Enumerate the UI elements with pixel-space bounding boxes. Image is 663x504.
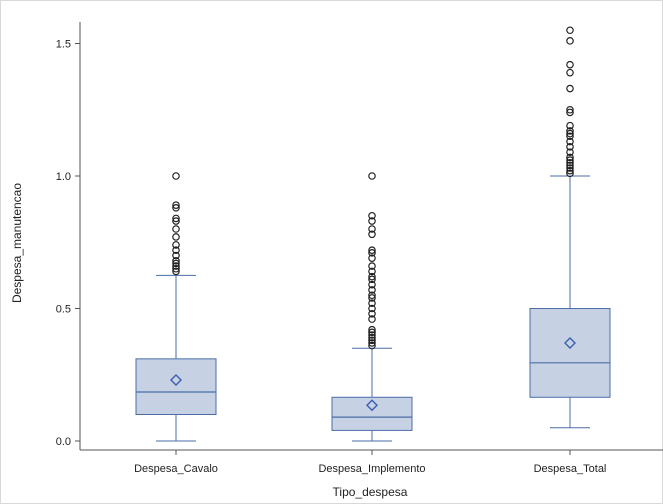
outlier-point — [368, 249, 376, 257]
x-axis-title: Tipo_despesa — [333, 485, 408, 499]
box-group — [529, 26, 611, 429]
outlier-point — [368, 291, 376, 300]
outlier-point — [566, 108, 574, 117]
outlier-point — [368, 225, 376, 233]
x-tick-label: Despesa_Cavalo — [134, 463, 218, 475]
y-axis: 0.0 0.5 1.0 1.5 — [56, 22, 81, 450]
outlier-point — [172, 251, 180, 260]
outlier-point — [566, 156, 574, 164]
outlier-point — [368, 267, 376, 276]
outlier-point — [566, 129, 574, 138]
outlier-point — [172, 259, 180, 268]
outlier-point — [566, 132, 574, 141]
y-tick-label: 1.5 — [56, 39, 71, 51]
outlier-point — [172, 233, 180, 241]
outlier-point — [566, 105, 574, 114]
outlier-point — [368, 254, 376, 262]
outlier-point — [368, 217, 376, 225]
box-group — [135, 172, 217, 442]
y-tick-label: 1.0 — [56, 171, 71, 183]
box-iqr — [331, 396, 413, 431]
outlier-point — [368, 315, 376, 323]
outlier-point — [172, 267, 180, 276]
outlier-point — [172, 201, 180, 209]
outlier-point — [172, 225, 180, 233]
outlier-point — [368, 294, 376, 302]
outlier-point — [368, 331, 376, 339]
outlier-point — [368, 230, 376, 239]
outlier-point — [368, 280, 376, 289]
outlier-point — [172, 246, 180, 255]
x-axis: Despesa_Cavalo Despesa_Implemento Despesa_… — [80, 449, 663, 475]
outlier-point — [172, 172, 180, 180]
outlier-point — [368, 275, 376, 284]
outlier-point — [566, 143, 574, 151]
outlier-point — [368, 262, 376, 270]
outlier-point — [566, 161, 574, 170]
outlier-point — [566, 137, 574, 146]
mean-marker — [170, 374, 182, 387]
mean-marker — [366, 399, 378, 412]
outlier-point — [368, 341, 376, 350]
outlier-point — [368, 333, 376, 342]
box-iqr — [529, 308, 611, 398]
box-group — [331, 172, 413, 442]
outlier-point — [172, 256, 180, 265]
outlier-point — [368, 336, 376, 345]
outlier-point — [566, 153, 574, 162]
outlier-point — [566, 37, 574, 45]
outlier-point — [368, 325, 376, 334]
outlier-point — [566, 148, 574, 156]
outlier-point — [566, 166, 574, 175]
plot-area — [135, 26, 611, 442]
outlier-point — [566, 60, 574, 69]
outlier-point — [566, 164, 574, 172]
y-tick-label: 0.5 — [56, 304, 71, 316]
outlier-point — [368, 304, 376, 313]
mean-marker — [564, 336, 576, 349]
outlier-point — [172, 204, 180, 212]
outlier-point — [172, 217, 180, 225]
outlier-point — [172, 262, 180, 270]
x-tick-label: Despesa_Total — [534, 463, 607, 475]
outlier-point — [566, 121, 574, 130]
outlier-point — [566, 84, 574, 93]
y-tick-label: 0.0 — [56, 436, 71, 448]
outlier-point — [368, 286, 376, 294]
outlier-point — [172, 264, 180, 273]
outlier-point — [368, 172, 376, 180]
outlier-point — [368, 246, 376, 255]
outlier-point — [368, 328, 376, 337]
outlier-point — [172, 241, 180, 249]
outlier-point — [368, 339, 376, 347]
outlier-point — [368, 309, 376, 318]
outlier-point — [566, 127, 574, 135]
outlier-point — [368, 272, 376, 281]
outlier-point — [172, 214, 180, 223]
outlier-point — [566, 169, 574, 178]
x-tick-label: Despesa_Implemento — [318, 463, 425, 475]
outlier-point — [368, 211, 376, 220]
box-iqr — [135, 358, 217, 416]
outlier-point — [566, 158, 574, 167]
outlier-point — [566, 26, 574, 35]
y-axis-title: Despesa_manutencao — [10, 183, 24, 303]
outlier-point — [566, 68, 574, 77]
outlier-point — [368, 299, 376, 308]
